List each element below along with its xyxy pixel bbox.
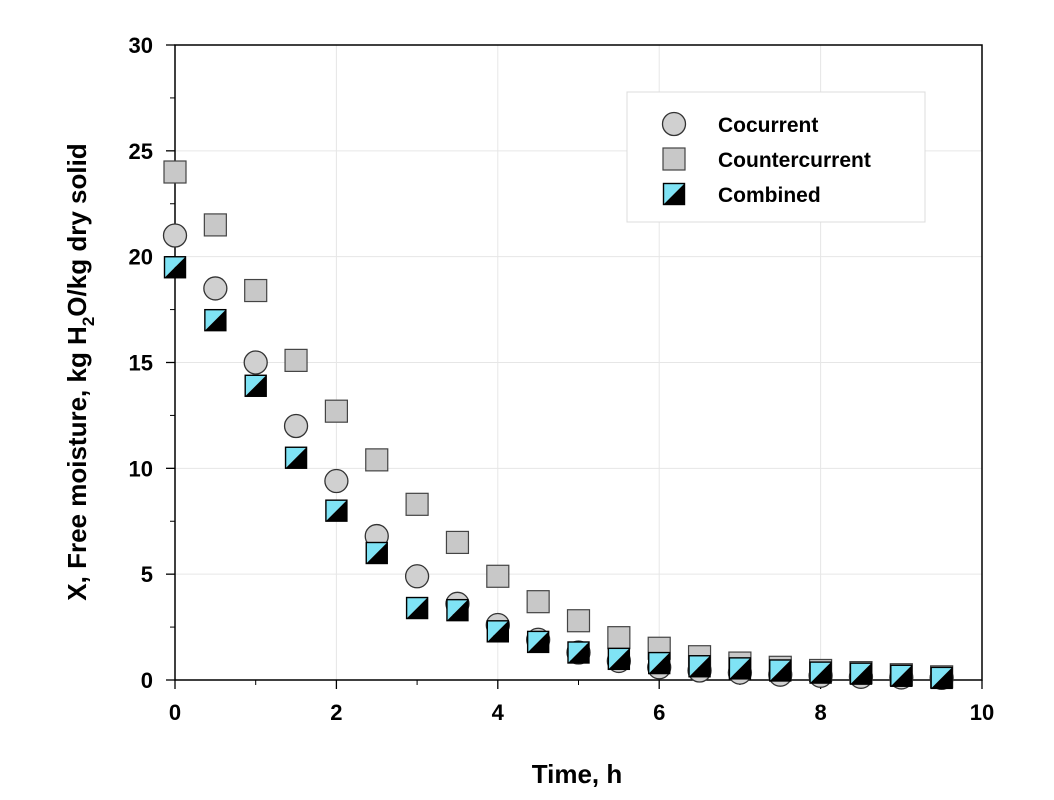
combined-point — [809, 661, 832, 684]
x-tick-label: 0 — [169, 700, 181, 725]
combined-point — [405, 596, 429, 620]
countercurrent-point — [607, 626, 631, 650]
combined-point — [930, 666, 953, 690]
legend-marker-cocurrent — [661, 111, 687, 137]
combined-point — [607, 647, 631, 671]
y-tick-label: 20 — [129, 245, 153, 270]
y-tick-label: 15 — [129, 351, 153, 376]
y-axis-title-sub: 2 — [79, 317, 98, 326]
combined-point — [325, 499, 348, 522]
y-tick-label: 10 — [129, 456, 153, 481]
countercurrent-point — [405, 492, 429, 516]
countercurrent-point — [163, 160, 187, 184]
plot-frame — [174, 44, 983, 681]
y-axis-title-pre: X, Free moisture, kg H — [62, 326, 92, 601]
combined-point — [284, 446, 308, 469]
countercurrent-point — [365, 448, 389, 472]
combined-point — [486, 620, 509, 643]
combined-point — [244, 374, 267, 397]
y-axis-title: X, Free moisture, kg H2O/kg dry solid — [62, 143, 98, 600]
y-tick-label: 30 — [129, 33, 153, 58]
x-tick-label: 10 — [970, 700, 994, 725]
combined-point — [526, 630, 550, 654]
y-axis-title-post: O/kg dry solid — [62, 143, 92, 316]
combined-point — [728, 657, 752, 680]
x-tick-label: 8 — [814, 700, 826, 725]
legend-marker-countercurrent — [662, 147, 686, 171]
combined-point — [204, 308, 227, 332]
countercurrent-point — [203, 213, 227, 237]
combined-point — [365, 541, 388, 565]
x-tick-label: 2 — [330, 700, 342, 725]
cocurrent-point — [404, 564, 430, 589]
y-tick-label: 5 — [141, 562, 153, 587]
cocurrent-point — [283, 413, 309, 439]
legend-label-cocurrent: Cocurrent — [718, 114, 818, 137]
cocurrent-point — [203, 276, 228, 301]
countercurrent-point — [526, 590, 550, 614]
combined-point — [769, 659, 792, 682]
legend-label-combined: Combined — [718, 184, 821, 207]
legend-marker-combined — [662, 182, 686, 206]
legend-label-countercurrent: Countercurrent — [718, 149, 871, 172]
countercurrent-point — [445, 530, 470, 555]
combined-point — [648, 651, 671, 675]
x-tick-label: 6 — [653, 700, 665, 725]
combined-point — [446, 598, 469, 622]
y-tick-label: 25 — [129, 139, 153, 164]
countercurrent-point — [486, 564, 510, 588]
countercurrent-point — [566, 609, 591, 633]
cocurrent-point — [162, 223, 188, 248]
countercurrent-point — [324, 399, 348, 423]
cocurrent-point — [324, 468, 349, 494]
combined-point — [890, 664, 913, 687]
combined-point — [849, 662, 873, 685]
data-points — [162, 160, 954, 691]
countercurrent-point — [244, 278, 268, 303]
combined-point — [163, 256, 187, 279]
legend: Cocurrent Countercurrent Combined — [626, 91, 926, 223]
y-tick-label: 0 — [141, 668, 153, 693]
y-axis-ticks: 0 5 10 15 20 25 30 — [129, 33, 175, 693]
combined-point — [567, 641, 590, 664]
x-axis-title: Time, h — [532, 759, 623, 789]
combined-point — [688, 655, 711, 678]
x-tick-label: 4 — [492, 700, 505, 725]
cocurrent-point — [243, 350, 268, 375]
countercurrent-point — [284, 348, 308, 372]
